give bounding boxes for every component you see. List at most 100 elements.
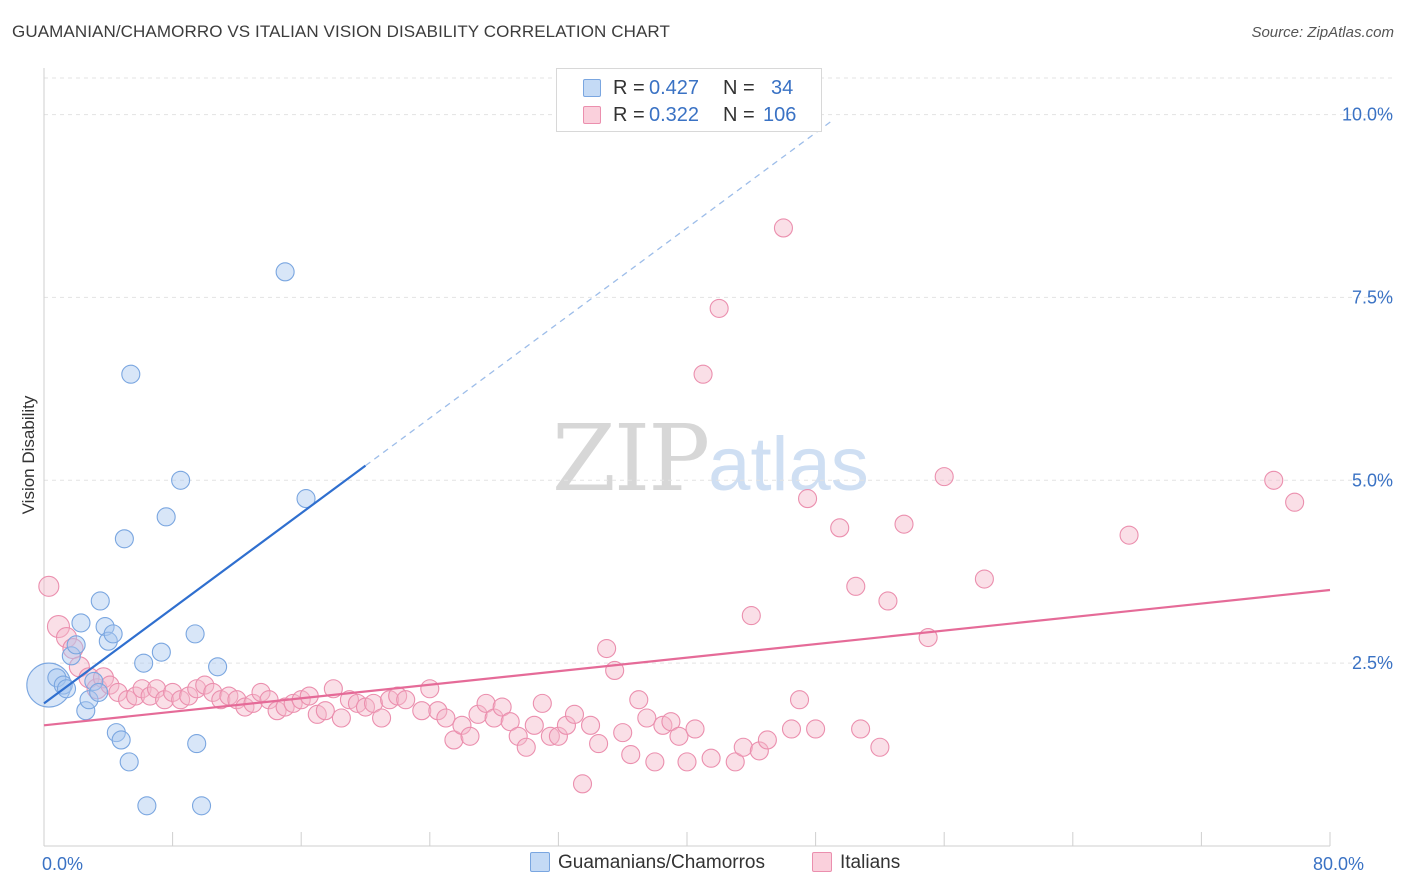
- data-point: [508, 726, 528, 746]
- data-point: [146, 679, 167, 699]
- data-point: [420, 679, 440, 699]
- legend-row-guamanians: R = 0.427 N = 34: [557, 75, 821, 101]
- data-point: [516, 737, 536, 757]
- data-point: [76, 701, 96, 721]
- tick-labels: 2.5% 5.0% 7.5% 10.0% 0.0% 80.0%: [42, 105, 1393, 874]
- data-point: [669, 726, 689, 746]
- data-point: [372, 708, 392, 728]
- chart-title: GUAMANIAN/CHAMORRO VS ITALIAN VISION DIS…: [12, 22, 670, 41]
- data-point: [540, 726, 560, 746]
- data-point: [1264, 470, 1284, 490]
- data-point: [296, 489, 316, 509]
- data-point: [203, 682, 223, 702]
- data-point: [741, 606, 761, 626]
- data-point: [111, 730, 131, 750]
- data-point: [934, 467, 954, 487]
- guamanians-points: [26, 262, 316, 816]
- data-point: [749, 741, 769, 761]
- data-point: [126, 686, 146, 706]
- bottom-legend-label: Guamanians/Chamorros: [558, 852, 765, 873]
- stats-legend: R = 0.427 N = 34 R = 0.322 N = 106: [556, 68, 822, 132]
- data-point: [798, 489, 818, 509]
- data-point: [556, 715, 576, 735]
- data-point: [191, 796, 212, 816]
- data-point: [974, 569, 994, 589]
- data-point: [156, 507, 176, 527]
- data-point: [323, 679, 343, 699]
- data-point: [46, 615, 71, 639]
- data-point: [613, 723, 633, 743]
- legend-row-italians: R = 0.322 N = 106: [557, 102, 821, 128]
- data-point: [103, 624, 123, 644]
- legend-r-value: 0.322: [649, 104, 700, 126]
- data-point: [71, 613, 91, 633]
- data-point: [524, 715, 544, 735]
- data-point: [851, 719, 871, 739]
- data-point: [26, 662, 72, 708]
- data-point: [119, 752, 139, 772]
- guamanians-trend-extension: [365, 120, 833, 467]
- data-point: [331, 708, 351, 728]
- data-point: [195, 675, 215, 695]
- data-point: [363, 693, 384, 713]
- data-point: [84, 671, 104, 691]
- trend-lines: [43, 120, 1331, 727]
- data-point: [460, 726, 480, 746]
- data-point: [757, 730, 777, 750]
- data-point: [452, 715, 472, 735]
- data-point: [140, 686, 160, 706]
- data-point: [773, 218, 794, 238]
- data-point: [53, 675, 73, 695]
- y-tick-label: 7.5%: [1352, 287, 1393, 307]
- data-point: [66, 635, 86, 655]
- data-point: [637, 708, 657, 728]
- y-axis-label: Vision Disability: [19, 395, 38, 514]
- legend-n-value: 34: [771, 77, 794, 99]
- legend-n-label: N =: [723, 104, 755, 126]
- data-point: [597, 638, 617, 659]
- data-point: [476, 693, 496, 713]
- data-point: [444, 730, 464, 750]
- data-point: [95, 617, 115, 637]
- data-point: [275, 262, 295, 282]
- data-point: [781, 719, 802, 739]
- data-point: [709, 298, 729, 318]
- y-tick-label: 2.5%: [1352, 653, 1393, 673]
- bottom-legend-swatch-pink: [812, 852, 832, 872]
- data-point: [163, 682, 183, 702]
- data-point: [846, 576, 866, 596]
- data-point: [155, 690, 175, 710]
- data-point: [645, 752, 665, 772]
- data-point: [629, 690, 649, 710]
- x-tick-label: 80.0%: [1313, 854, 1364, 874]
- data-point: [114, 529, 134, 549]
- data-point: [677, 752, 697, 772]
- data-point: [208, 657, 228, 677]
- legend-swatch-pink: [583, 106, 601, 124]
- data-point: [79, 690, 99, 710]
- data-point: [171, 470, 191, 490]
- data-point: [789, 690, 810, 710]
- data-point: [589, 734, 609, 754]
- data-point: [701, 748, 721, 768]
- data-point: [412, 701, 432, 721]
- data-point: [1119, 525, 1139, 545]
- data-point: [532, 693, 552, 713]
- bottom-legend-label: Italians: [840, 852, 901, 873]
- data-point: [55, 626, 78, 649]
- data-point: [90, 591, 110, 611]
- legend-r-label: R =: [613, 77, 645, 99]
- data-point: [1285, 492, 1305, 512]
- data-point: [548, 726, 568, 746]
- data-point: [38, 575, 60, 597]
- legend-n-label: N =: [723, 77, 755, 99]
- data-point: [187, 734, 207, 754]
- legend-r-value: 0.427: [649, 77, 700, 99]
- data-point: [580, 715, 601, 735]
- data-point: [134, 653, 154, 673]
- data-point: [572, 774, 593, 794]
- data-point: [870, 737, 890, 757]
- chart-source: Source: ZipAtlas.com: [1251, 24, 1394, 41]
- axes: [43, 68, 1331, 847]
- data-point: [693, 364, 713, 384]
